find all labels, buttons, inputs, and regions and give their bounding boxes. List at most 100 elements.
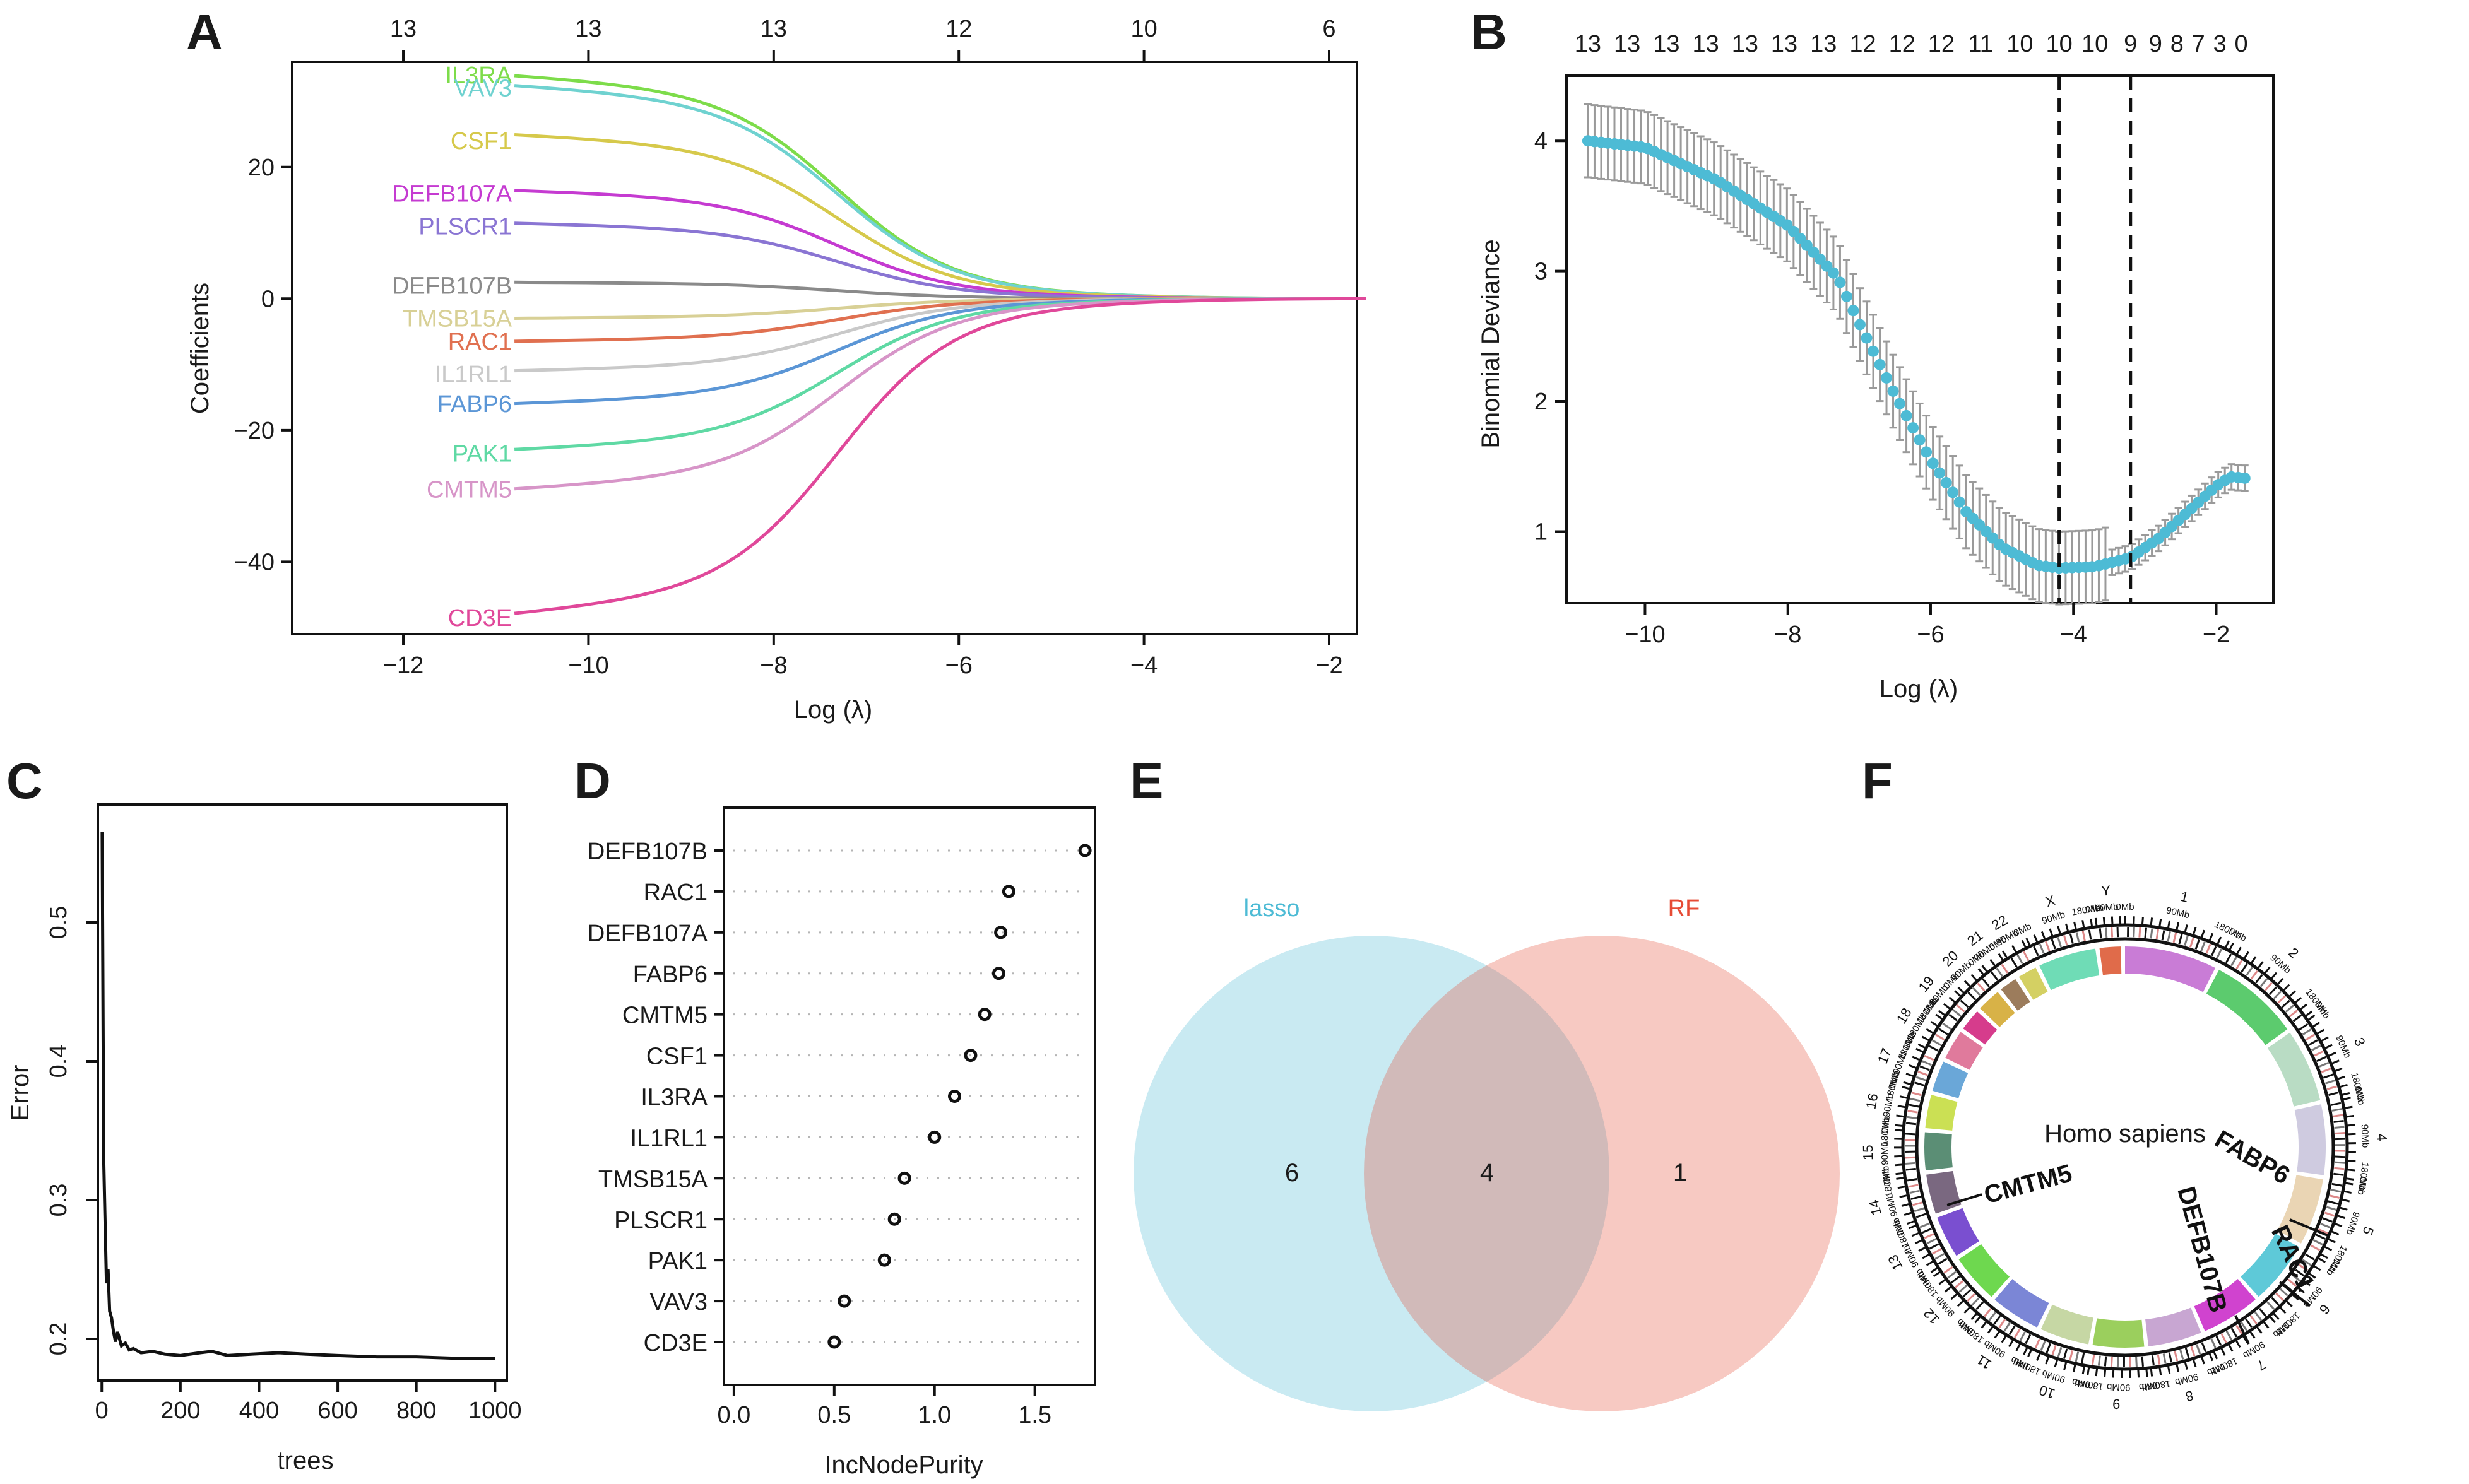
mb-label: 90Mb [1881, 1093, 1896, 1118]
cytoband [1919, 1065, 1930, 1071]
cytoband [2167, 931, 2171, 942]
chromosome-sector-2 [2206, 970, 2288, 1045]
top-tick-label: 0 [2235, 31, 2248, 57]
gene-leader-line [2289, 1218, 2328, 1237]
top-tick-label: 12 [1889, 31, 1915, 57]
mb-label: 0Mb [1880, 1165, 1893, 1185]
scale-tick [1943, 1003, 1951, 1010]
venn-circle-lasso [1134, 936, 1609, 1411]
mb-label: 180Mb [2141, 1378, 2172, 1393]
cytoband [2033, 946, 2039, 957]
cytoband [2295, 1269, 2305, 1277]
scale-tick [2087, 1366, 2090, 1375]
gene-label-defb107b: DEFB107B [2172, 1184, 2232, 1316]
y-axis-title: Error [6, 1065, 34, 1121]
cytoband [2184, 935, 2189, 946]
cytoband [2279, 1288, 2288, 1297]
chromosome-label-15: 15 [1860, 1145, 1876, 1160]
mb-label: 0Mb [1880, 1115, 1892, 1134]
top-tick-label: 13 [575, 16, 601, 42]
scale-tick [2263, 966, 2271, 975]
cytoband [1912, 1201, 1923, 1206]
chromosome-sector-16 [1925, 1095, 1958, 1131]
importance-point-csf1 [964, 1049, 978, 1063]
cytoband [2331, 1108, 2342, 1112]
top-tick-label: 13 [1732, 31, 1758, 57]
feature-label-plscr1: PLSCR1 [614, 1207, 708, 1234]
cytoband [2104, 928, 2108, 938]
mb-label: 90Mb [2241, 1339, 2267, 1360]
x-axis-title: Log (λ) [1880, 675, 1958, 703]
scale-tick [1899, 1095, 1909, 1100]
cytoband [2040, 1341, 2046, 1352]
scale-tick [1897, 1105, 1907, 1109]
top-tick-label: 8 [2170, 31, 2184, 57]
cytoband [2225, 1330, 2232, 1341]
x-tick-label: 0.0 [717, 1402, 750, 1428]
scale-tick [2167, 920, 2171, 929]
chromosome-sector-17 [1932, 1061, 1969, 1098]
coef-label-rac1: RAC1 [448, 329, 512, 355]
cytoband [2091, 1355, 2095, 1365]
scale-tick [2150, 1367, 2153, 1377]
chromosome-sector-14 [1926, 1170, 1962, 1214]
cytoband [2215, 1336, 2222, 1346]
cytoband [2116, 1357, 2119, 1367]
cytoband [1926, 1238, 1937, 1245]
gene-leader-line [2234, 1315, 2250, 1345]
x-tick-label: 1.0 [918, 1402, 951, 1428]
scale-tick [2336, 1214, 2345, 1219]
y-axis-title: Binomial Deviance [1477, 239, 1505, 448]
scale-tick [1970, 1312, 1979, 1321]
x-axis-title: trees [278, 1447, 334, 1475]
cytoband [2273, 991, 2282, 999]
cytoband [2116, 927, 2119, 938]
cytoband [2162, 1353, 2167, 1364]
x-tick-label: −6 [945, 652, 973, 679]
scale-tick [2323, 1044, 2333, 1050]
scale-tick [1907, 1220, 1916, 1225]
panel-c-rf-error: 0 200 400 600 800 1000 0.2 0.3 0.4 0.5 trees Err… [6, 803, 522, 1475]
scale-tick [1930, 1021, 1939, 1028]
cytoband [2328, 1200, 2338, 1205]
cytoband [2264, 982, 2273, 991]
cytoband [1982, 978, 1990, 987]
deviance-point [1827, 267, 1839, 279]
scale-tick [1974, 1315, 1982, 1324]
chromosome-sector-19 [1963, 1011, 1998, 1045]
feature-label-cmtm5: CMTM5 [622, 1003, 708, 1029]
top-tick-label: 13 [1575, 31, 1601, 57]
top-tick-label: 13 [761, 16, 787, 42]
mb-label: 90Mb [1880, 1141, 1891, 1165]
scale-tick [2304, 1010, 2313, 1018]
cytoband [2025, 1334, 2032, 1345]
cytoband [1934, 1252, 1945, 1260]
y-tick-label: 20 [248, 155, 275, 181]
scale-tick [2095, 1367, 2099, 1377]
scale-tick [2336, 1075, 2345, 1080]
scale-tick [2040, 931, 2046, 941]
importance-point-cd3e [827, 1335, 841, 1349]
importance-point-defb107a [994, 926, 1008, 939]
scale-tick [2227, 1343, 2234, 1352]
cytoband [2220, 1333, 2227, 1343]
cytoband [2245, 1318, 2253, 1328]
cytoband [1932, 1039, 1942, 1046]
feature-label-vav3: VAV3 [649, 1289, 708, 1316]
cytoband [2155, 929, 2159, 940]
mb-label: 90Mb [2333, 1034, 2353, 1060]
scale-tick [1911, 1232, 1921, 1237]
coef-label-fabp6: FABP6 [437, 391, 512, 418]
cytoband [2334, 1167, 2345, 1170]
scale-tick [2081, 1365, 2086, 1375]
chromosome-label-8: 8 [2184, 1387, 2195, 1404]
venn-count-rf-only: 1 [1673, 1159, 1687, 1187]
mb-label: 180Mb [2356, 1162, 2371, 1192]
deviance-point [1914, 434, 1926, 446]
cytoband [1924, 1055, 1934, 1061]
scale-tick [1933, 1270, 1942, 1278]
cytoband [2287, 1278, 2297, 1287]
scale-tick [2330, 1059, 2340, 1065]
y-tick-label: 0.5 [45, 906, 72, 939]
chromosome-sector-15 [1924, 1132, 1953, 1171]
